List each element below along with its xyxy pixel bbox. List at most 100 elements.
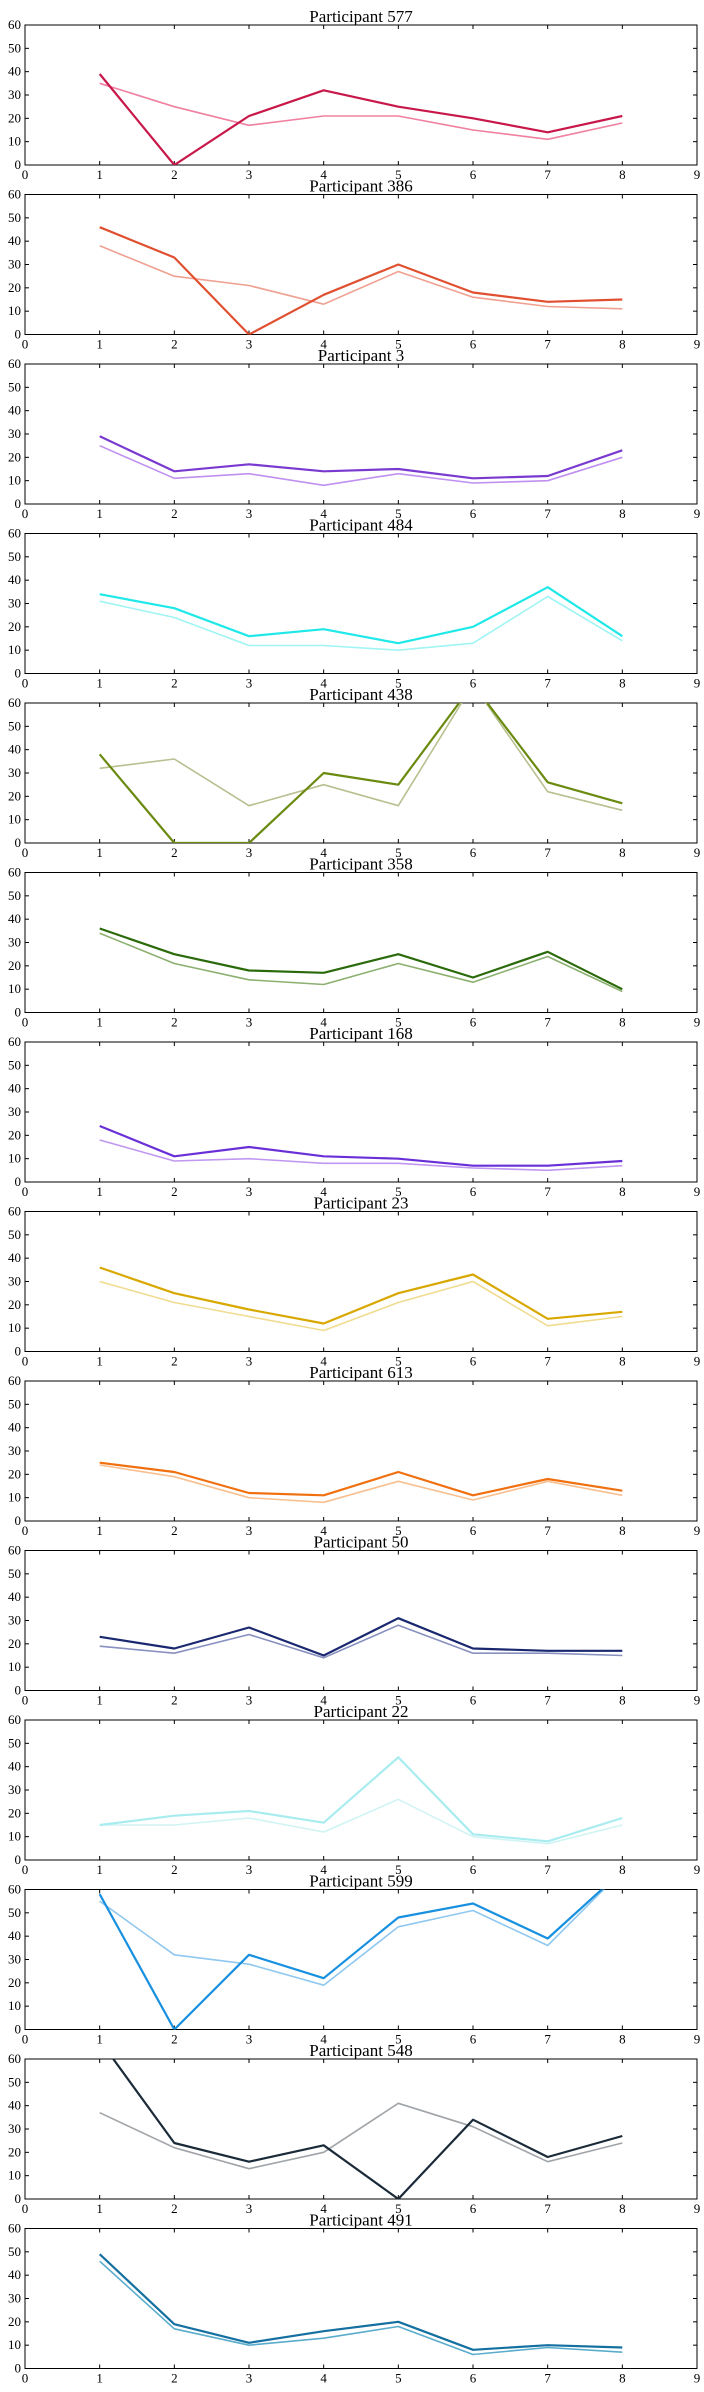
x-tick-label: 5 [395, 1693, 402, 1708]
chart-title: Participant 613 [309, 1363, 412, 1382]
x-tick-label: 4 [320, 1354, 327, 1369]
series-line-dark [99, 1756, 623, 1843]
y-tick-label: 20 [8, 619, 21, 634]
x-tick-label: 9 [694, 337, 701, 352]
plot-frame [24, 1380, 698, 1522]
series-line-light [99, 1889, 605, 1986]
y-tick-label: 10 [8, 1490, 21, 1505]
plot-frame [24, 363, 698, 505]
x-tick-label: 2 [171, 1693, 178, 1708]
x-tick-label: 4 [320, 1015, 327, 1030]
x-tick-label: 1 [96, 1693, 103, 1708]
x-tick-label: 6 [470, 676, 477, 691]
y-tick-label: 0 [15, 1683, 22, 1698]
y-tick-label: 30 [8, 596, 21, 611]
y-tick-label: 20 [8, 110, 21, 125]
x-tick-label: 1 [96, 1354, 103, 1369]
x-tick-label: 3 [246, 2032, 253, 2047]
x-tick-label: 7 [544, 2201, 551, 2216]
series-line-light [99, 703, 623, 812]
y-tick-label: 40 [8, 1759, 21, 1774]
y-tick-label: 60 [8, 1543, 21, 1558]
x-tick-label: 9 [694, 2032, 701, 2047]
series-group [99, 226, 623, 335]
y-tick-label: 60 [8, 1034, 21, 1049]
y-tick-label: 60 [8, 17, 21, 32]
series-group [98, 73, 623, 165]
y-tick-label: 60 [8, 2051, 21, 2066]
y-tick-label: 60 [8, 865, 21, 880]
x-tick-label: 4 [320, 2371, 327, 2386]
x-tick-label: 7 [544, 1354, 551, 1369]
x-tick-label: 6 [470, 1184, 477, 1199]
x-tick-label: 6 [470, 337, 477, 352]
y-tick-label: 30 [8, 257, 21, 272]
x-tick-label: 3 [246, 1693, 253, 1708]
panel-6: 0 1 2 3 4 5 6 7 8 9 0 10 20 30 40 50 60 Participant 358 [8, 855, 700, 1030]
x-tick-label: 1 [96, 1184, 103, 1199]
plot-frame [24, 1550, 698, 1691]
x-tick-label: 8 [619, 1015, 626, 1030]
y-tick-label: 40 [8, 742, 21, 757]
plot-frame [24, 1889, 698, 2030]
x-tick-label: 4 [320, 167, 327, 182]
series-line-dark [99, 226, 623, 335]
y-tick-label: 50 [8, 888, 21, 903]
x-tick-label: 3 [246, 845, 253, 860]
series-line-light [99, 1624, 623, 1659]
x-tick-label: 0 [22, 1693, 29, 1708]
x-tick-label: 9 [694, 1862, 701, 1877]
x-tick-label: 5 [395, 167, 402, 182]
x-tick-label: 7 [544, 676, 551, 691]
series-line-dark [99, 1617, 623, 1657]
series-line-light [99, 1280, 623, 1332]
y-tick-label: 0 [15, 666, 22, 681]
y-tick-label: 0 [15, 2361, 22, 2376]
y-tick-label: 30 [8, 2291, 21, 2306]
x-tick-label: 4 [320, 676, 327, 691]
x-tick-label: 7 [544, 1523, 551, 1538]
y-tick-label: 30 [8, 765, 21, 780]
x-tick-label: 2 [171, 676, 178, 691]
x-tick-label: 4 [320, 506, 327, 521]
x-tick-label: 2 [171, 506, 178, 521]
x-tick-label: 9 [694, 1693, 701, 1708]
y-tick-label: 30 [8, 1274, 21, 1289]
x-tick-label: 9 [694, 845, 701, 860]
x-tick-label: 1 [96, 845, 103, 860]
series-group [99, 1461, 623, 1504]
series-line-dark [98, 2253, 623, 2351]
y-tick-label: 20 [8, 449, 21, 464]
series-group [99, 586, 623, 652]
series-line-light [99, 2102, 623, 2170]
x-tick-label: 7 [544, 845, 551, 860]
chart-title: Participant 548 [309, 2041, 412, 2060]
x-tick-label: 1 [96, 1015, 103, 1030]
x-tick-label: 6 [470, 1693, 477, 1708]
x-tick-label: 4 [320, 845, 327, 860]
y-tick-label: 30 [8, 1782, 21, 1797]
y-tick-label: 10 [8, 981, 21, 996]
panel-12: 0 1 2 3 4 5 6 7 8 9 0 10 20 30 40 50 60 Participant 599 [8, 1872, 701, 2047]
y-tick-label: 20 [8, 1466, 21, 1481]
x-tick-label: 0 [22, 676, 29, 691]
x-tick-label: 6 [470, 2201, 477, 2216]
y-tick-label: 10 [8, 812, 21, 827]
chart-title: Participant 3 [318, 346, 404, 365]
series-group [99, 1756, 623, 1845]
x-tick-label: 4 [320, 1184, 327, 1199]
y-tick-label: 40 [8, 2267, 21, 2282]
x-tick-label: 2 [171, 1862, 178, 1877]
x-tick-label: 0 [22, 1523, 29, 1538]
panel-8: 0 1 2 3 4 5 6 7 8 9 0 10 20 30 40 50 60 Participant 23 [8, 1194, 700, 1369]
x-tick-label: 1 [96, 167, 103, 182]
x-tick-label: 7 [544, 1693, 551, 1708]
x-tick-label: 2 [171, 1184, 178, 1199]
x-tick-label: 5 [395, 337, 402, 352]
y-tick-label: 50 [8, 718, 21, 733]
x-tick-label: 0 [22, 2371, 29, 2386]
y-tick-label: 30 [8, 2121, 21, 2136]
x-tick-label: 5 [395, 676, 402, 691]
x-tick-label: 8 [619, 1523, 626, 1538]
